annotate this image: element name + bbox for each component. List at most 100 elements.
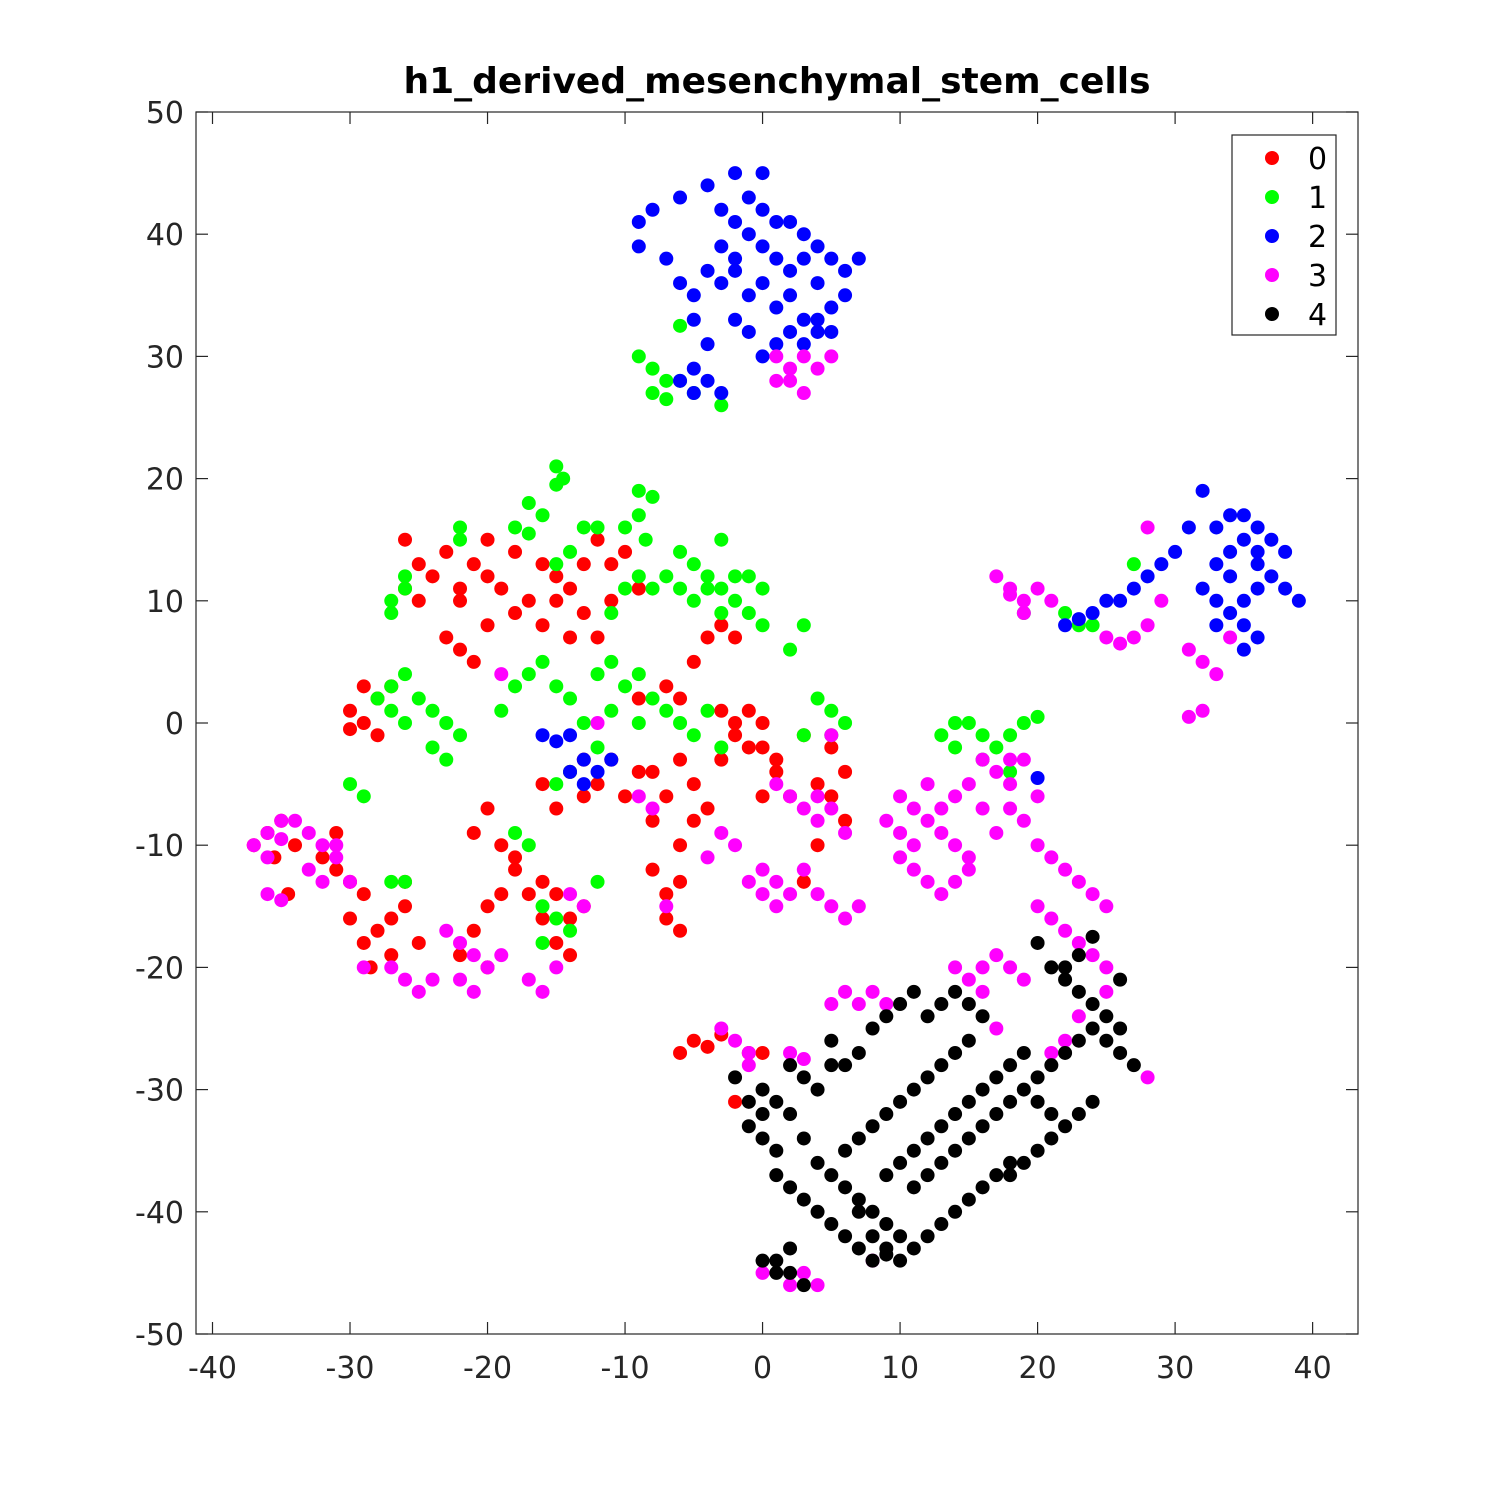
- data-point: [384, 960, 399, 975]
- data-point: [618, 544, 633, 559]
- data-point: [769, 214, 784, 229]
- data-point: [659, 251, 674, 266]
- data-point: [329, 850, 344, 865]
- x-tick-label: -40: [188, 1351, 237, 1386]
- data-point: [1044, 1131, 1059, 1146]
- data-point: [796, 862, 811, 877]
- data-point: [356, 935, 371, 950]
- data-point: [453, 642, 468, 657]
- data-point: [948, 740, 963, 755]
- data-point: [810, 813, 825, 828]
- data-point: [741, 227, 756, 242]
- data-point: [673, 1045, 688, 1060]
- data-point: [411, 557, 426, 572]
- data-point: [728, 838, 743, 853]
- data-point: [810, 838, 825, 853]
- y-tick-label: 20: [146, 463, 184, 498]
- data-point: [948, 716, 963, 730]
- data-point: [659, 887, 674, 902]
- data-point: [384, 593, 399, 608]
- data-point: [356, 960, 371, 975]
- data-point: [398, 569, 413, 584]
- data-point: [989, 825, 1004, 840]
- data-point: [1209, 593, 1224, 608]
- data-point: [1058, 960, 1073, 975]
- data-point: [920, 874, 935, 889]
- data-point: [906, 838, 921, 853]
- data-point: [508, 679, 523, 694]
- data-point: [384, 911, 399, 926]
- data-point: [920, 1070, 935, 1085]
- data-point: [631, 349, 646, 364]
- data-point: [769, 1143, 784, 1158]
- data-point: [728, 630, 743, 645]
- data-point: [1236, 593, 1251, 608]
- data-point: [535, 728, 550, 743]
- data-point: [274, 832, 289, 847]
- data-point: [810, 1278, 825, 1293]
- data-point: [838, 1180, 853, 1195]
- data-point: [700, 850, 715, 865]
- data-point: [1030, 1070, 1045, 1085]
- data-point: [604, 606, 619, 621]
- data-point: [700, 581, 715, 596]
- data-point: [604, 654, 619, 669]
- data-point: [1085, 887, 1100, 902]
- data-point: [686, 813, 701, 828]
- data-point: [810, 777, 825, 792]
- data-point: [439, 923, 454, 938]
- data-point: [989, 1168, 1004, 1183]
- data-point: [563, 923, 578, 938]
- data-point: [1236, 618, 1251, 633]
- data-point: [769, 764, 784, 779]
- data-point: [343, 874, 358, 889]
- data-point: [783, 789, 798, 804]
- data-point: [521, 496, 536, 511]
- data-point: [288, 838, 303, 853]
- data-point: [549, 569, 564, 584]
- data-point: [755, 239, 770, 254]
- data-point: [769, 1094, 784, 1109]
- data-point: [466, 654, 481, 669]
- data-point: [494, 887, 509, 902]
- data-point: [906, 862, 921, 877]
- data-point: [838, 1143, 853, 1158]
- data-point: [356, 887, 371, 902]
- data-point: [824, 1168, 839, 1183]
- data-point: [1058, 1045, 1073, 1060]
- data-point: [521, 667, 536, 682]
- data-point: [934, 801, 949, 816]
- data-point: [769, 251, 784, 266]
- data-point: [1195, 483, 1210, 498]
- data-point: [1278, 544, 1293, 559]
- data-point: [549, 477, 564, 492]
- data-point: [783, 263, 798, 278]
- data-point: [659, 569, 674, 584]
- data-point: [838, 288, 853, 303]
- data-point: [975, 1082, 990, 1097]
- data-point: [769, 1168, 784, 1183]
- data-point: [1030, 581, 1045, 596]
- data-point: [1044, 911, 1059, 926]
- data-point: [810, 887, 825, 902]
- data-point: [1016, 752, 1031, 767]
- y-tick-label: 10: [146, 585, 184, 620]
- data-point: [1003, 801, 1018, 816]
- y-tick-label: -50: [135, 1318, 184, 1353]
- data-point: [1140, 569, 1155, 584]
- data-point: [563, 581, 578, 596]
- data-point: [1195, 654, 1210, 669]
- data-point: [755, 1107, 770, 1122]
- data-point: [1250, 520, 1265, 535]
- data-point: [893, 997, 908, 1012]
- data-point: [673, 874, 688, 889]
- data-point: [961, 1094, 976, 1109]
- data-point: [879, 1217, 894, 1232]
- data-point: [741, 1045, 756, 1060]
- data-point: [989, 764, 1004, 779]
- data-point: [975, 960, 990, 975]
- data-point: [989, 569, 1004, 584]
- data-point: [824, 740, 839, 755]
- data-point: [563, 691, 578, 706]
